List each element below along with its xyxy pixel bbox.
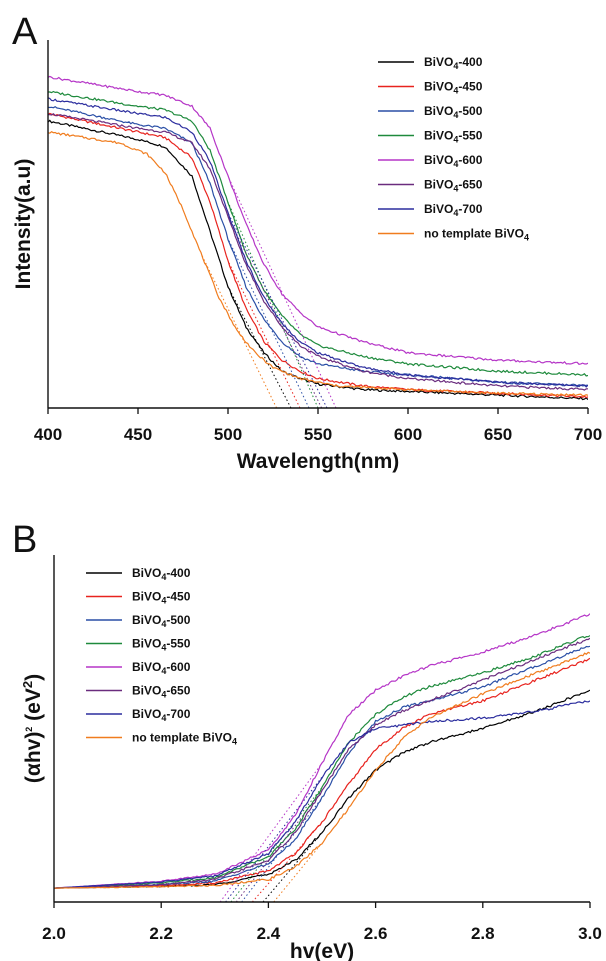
series-line xyxy=(48,90,588,377)
series-line xyxy=(48,119,588,401)
series-line xyxy=(54,651,590,889)
legend: BiVO4-400 BiVO4-450 BiVO4-500 BiVO4-550 BiVO… xyxy=(378,55,529,243)
series-line xyxy=(54,635,590,889)
tangent-line xyxy=(219,762,323,902)
legend-entry: BiVO4-700 xyxy=(424,202,483,218)
x-tick-label: 550 xyxy=(304,425,332,444)
y-axis-label: Intensity(a.u) xyxy=(12,159,35,290)
legend-entry: BiVO4-400 xyxy=(424,55,483,71)
x-tick-label: 600 xyxy=(394,425,422,444)
series-line xyxy=(48,130,588,397)
x-tick-label: 2.0 xyxy=(42,924,66,943)
x-tick-label: 400 xyxy=(34,425,62,444)
x-tick-label: 2.2 xyxy=(149,924,173,943)
legend-entry: BiVO4-600 xyxy=(424,153,483,169)
legend-entry: BiVO4-400 xyxy=(132,566,191,582)
x-tick-label: 700 xyxy=(574,425,602,444)
x-tick-label: 2.6 xyxy=(364,924,388,943)
tangent-line xyxy=(227,175,337,408)
plot-area xyxy=(54,613,590,902)
legend-entry: BiVO4-700 xyxy=(132,707,191,723)
legend-entry: no template BiVO4 xyxy=(424,227,529,243)
tangent-line xyxy=(227,212,328,408)
tangent-line xyxy=(230,787,323,902)
x-tick-label: 2.4 xyxy=(257,924,281,943)
tangent-line xyxy=(200,253,278,408)
series-line xyxy=(48,75,588,365)
panel-letter: A xyxy=(12,11,38,53)
legend-entry: BiVO4-500 xyxy=(424,104,483,120)
legend-entry: BiVO4-550 xyxy=(424,129,483,145)
series-line xyxy=(54,700,590,889)
tangent-line xyxy=(262,832,323,902)
tangent-line xyxy=(227,201,319,408)
legend-entry: BiVO4-650 xyxy=(132,684,191,700)
legend-entry: BiVO4-450 xyxy=(132,590,191,606)
legend-entry: no template BiVO4 xyxy=(132,731,237,747)
legend: BiVO4-400 BiVO4-450 BiVO4-500 BiVO4-550 BiVO… xyxy=(86,566,237,747)
x-tick-label: 650 xyxy=(484,425,512,444)
legend-entry: BiVO4-650 xyxy=(424,178,483,194)
series-line xyxy=(48,113,588,391)
panel-b-chart: B 2.0 2.2 2.4 2.6 2.8 3.0 hv(eV) (αhv)2 (eV2) BiV… xyxy=(12,519,602,961)
tangent-line xyxy=(241,797,323,902)
x-axis-label: Wavelength(nm) xyxy=(237,450,400,473)
tangent-line xyxy=(235,790,323,902)
y-axis-label: (αhv)2 (eV2) xyxy=(20,674,45,783)
legend-entry: BiVO4-500 xyxy=(132,613,191,629)
tangent-line xyxy=(273,842,323,902)
panel-letter: B xyxy=(12,519,37,561)
x-tick-label: 3.0 xyxy=(578,924,602,943)
legend-entry: BiVO4-550 xyxy=(132,637,191,653)
plot-area xyxy=(48,75,588,408)
tangent-line xyxy=(227,260,301,408)
series-line xyxy=(54,613,590,889)
tangent-line xyxy=(227,238,310,408)
series-line xyxy=(48,112,588,399)
series-line xyxy=(48,97,588,388)
x-tick-label: 2.8 xyxy=(471,924,495,943)
x-tick-label: 450 xyxy=(124,425,152,444)
x-axis-label: hv(eV) xyxy=(290,940,354,961)
legend-entry: BiVO4-450 xyxy=(424,80,483,96)
legend-entry: BiVO4-600 xyxy=(132,660,191,676)
series-line xyxy=(54,637,590,889)
x-tick-label: 500 xyxy=(214,425,242,444)
panel-a-chart: A 400 450 500 550 600 650 700 Wavelength(nm) Inte… xyxy=(12,11,602,473)
